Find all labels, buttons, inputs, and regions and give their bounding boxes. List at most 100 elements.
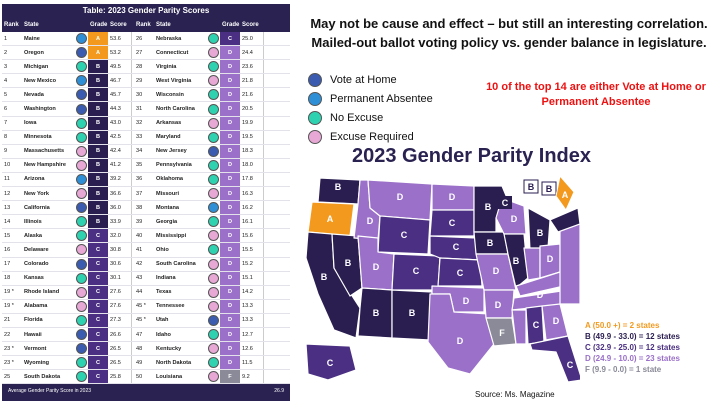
table-row: 3 Michigan B 49.5 28 Virginia D 23.6 bbox=[2, 60, 290, 75]
state-alaska bbox=[305, 343, 357, 381]
state-florida bbox=[529, 335, 580, 383]
state-cell: Massachusetts bbox=[24, 148, 65, 155]
policy-dot bbox=[207, 159, 219, 171]
state-cell: Ohio bbox=[156, 246, 169, 253]
score-cell: 15.1 bbox=[240, 271, 264, 285]
state-cell: Maine bbox=[24, 35, 40, 42]
rank-cell: 36 bbox=[136, 176, 143, 183]
table-row: 25 South Dakota C 25.8 50 Louisiana F 9.2 bbox=[2, 370, 290, 385]
score-cell: 30.1 bbox=[108, 271, 132, 285]
rank-cell: 28 bbox=[136, 63, 143, 70]
legend-label: Vote at Home bbox=[330, 73, 397, 86]
grade-cell: D bbox=[220, 229, 240, 243]
score-cell: 45.7 bbox=[108, 88, 132, 102]
policy-dot bbox=[207, 131, 219, 143]
map-label-georgia: D bbox=[553, 316, 560, 326]
score-cell: 14.2 bbox=[240, 285, 264, 299]
rank-cell: 11 bbox=[4, 176, 10, 183]
policy-dot-cell bbox=[74, 88, 88, 101]
grade-cell: C bbox=[88, 271, 108, 285]
map-label-wyoming: C bbox=[401, 230, 408, 240]
score-cell: 11.5 bbox=[240, 356, 264, 370]
rank-cell: 10 bbox=[4, 162, 11, 169]
table-row: 11 Arizona B 39.2 36 Oklahoma D 17.8 bbox=[2, 172, 290, 188]
header-rank: Rank bbox=[4, 22, 19, 28]
map-label-oregon: A bbox=[327, 214, 334, 224]
score-cell: 36.6 bbox=[108, 187, 132, 201]
table-row: 19 * Alabama C 27.6 45 * Tennessee D 13.3 bbox=[2, 299, 290, 314]
table-row: 5 Nevada B 45.7 30 Wisconsin D 21.6 bbox=[2, 88, 290, 103]
score-cell: 20.5 bbox=[240, 102, 264, 116]
table-row: 15 Alaska C 32.0 40 Mississippi D 15.6 bbox=[2, 229, 290, 244]
rank-cell: 3 bbox=[4, 63, 8, 70]
policy-dot bbox=[75, 202, 87, 214]
rank-cell: 15 bbox=[4, 232, 11, 239]
policy-dot bbox=[75, 61, 87, 73]
policy-dot bbox=[75, 103, 87, 115]
state-cell: Illinois bbox=[24, 218, 42, 225]
table-row: 8 Minnesota B 42.5 33 Maryland D 19.5 bbox=[2, 130, 290, 145]
state-missouri bbox=[475, 253, 517, 291]
state-cell: Rhode Island bbox=[24, 289, 60, 296]
policy-dot bbox=[75, 216, 87, 228]
score-cell: 42.4 bbox=[108, 144, 132, 158]
policy-dot bbox=[75, 33, 87, 45]
score-cell: 26.5 bbox=[108, 356, 132, 370]
state-cell: Colorado bbox=[24, 261, 49, 268]
policy-dot-cell bbox=[206, 173, 220, 186]
map-label-minnesota: B bbox=[485, 202, 492, 212]
grade-legend-item: F (9.9 - 0.0) = 1 state bbox=[585, 365, 662, 374]
map-label-michigan: B bbox=[537, 228, 544, 238]
table-row: 1 Maine A 53.6 26 Nebraska C 25.0 bbox=[2, 32, 290, 47]
grade-cell: C bbox=[88, 327, 108, 342]
score-cell: 53.6 bbox=[108, 32, 132, 46]
rank-cell: 23 * bbox=[4, 345, 14, 352]
grade-cell: D bbox=[220, 201, 240, 215]
policy-dot-cell bbox=[206, 272, 220, 285]
header-grade: Grade bbox=[90, 22, 108, 28]
grade-cell: D bbox=[220, 46, 240, 60]
state-cell: Idaho bbox=[156, 331, 171, 338]
state-kansas bbox=[437, 257, 483, 287]
policy-dot bbox=[207, 272, 219, 284]
policy-dot-cell bbox=[74, 314, 88, 327]
grade-cell: D bbox=[220, 116, 240, 130]
map-label-texas: D bbox=[457, 336, 464, 346]
table-header: Rank State Grade Score Rank State Grade … bbox=[2, 18, 290, 32]
grade-cell: B bbox=[88, 172, 108, 187]
policy-dot bbox=[75, 47, 87, 59]
grade-cell: D bbox=[220, 243, 240, 257]
legend-label: Excuse Required bbox=[330, 130, 414, 143]
policy-dot-cell bbox=[74, 328, 88, 341]
rank-cell: 6 bbox=[4, 106, 8, 113]
headline: May not be cause and effect – but still … bbox=[300, 14, 718, 52]
policy-dot bbox=[75, 159, 87, 171]
state-cell: Texas bbox=[156, 289, 172, 296]
state-cell: Alabama bbox=[24, 303, 48, 310]
policy-dot-cell bbox=[74, 201, 88, 214]
permanent-absentee-swatch bbox=[308, 91, 322, 106]
state-cell: Alaska bbox=[24, 232, 43, 239]
rank-cell: 13 bbox=[4, 204, 11, 211]
policy-dot bbox=[75, 272, 87, 284]
score-cell: 30.8 bbox=[108, 243, 132, 257]
policy-dot bbox=[75, 173, 87, 185]
grade-cell: A bbox=[88, 46, 108, 60]
policy-dot-cell bbox=[74, 32, 88, 45]
rank-cell: 49 bbox=[136, 359, 143, 366]
legend-label: No Excuse bbox=[330, 111, 384, 124]
score-cell: 25.8 bbox=[108, 370, 132, 384]
grade-cell: D bbox=[220, 88, 240, 102]
rank-cell: 4 bbox=[4, 77, 8, 84]
legend-item-permanent-absentee: Permanent Absentee bbox=[308, 89, 433, 108]
correlation-callout: 10 of the top 14 are either Vote at Home… bbox=[486, 81, 706, 108]
policy-dot bbox=[207, 357, 219, 369]
legend-label: Permanent Absentee bbox=[330, 92, 433, 105]
table-row: 16 Delaware C 30.8 41 Ohio D 15.5 bbox=[2, 243, 290, 258]
state-cell: California bbox=[24, 204, 50, 211]
policy-dot-cell bbox=[206, 314, 220, 327]
policy-dot bbox=[207, 47, 219, 59]
score-cell: 44.3 bbox=[108, 102, 132, 116]
state-cell: Oklahoma bbox=[156, 176, 184, 183]
table-row: 2 Oregon A 53.2 27 Connecticut D 24.4 bbox=[2, 46, 290, 61]
